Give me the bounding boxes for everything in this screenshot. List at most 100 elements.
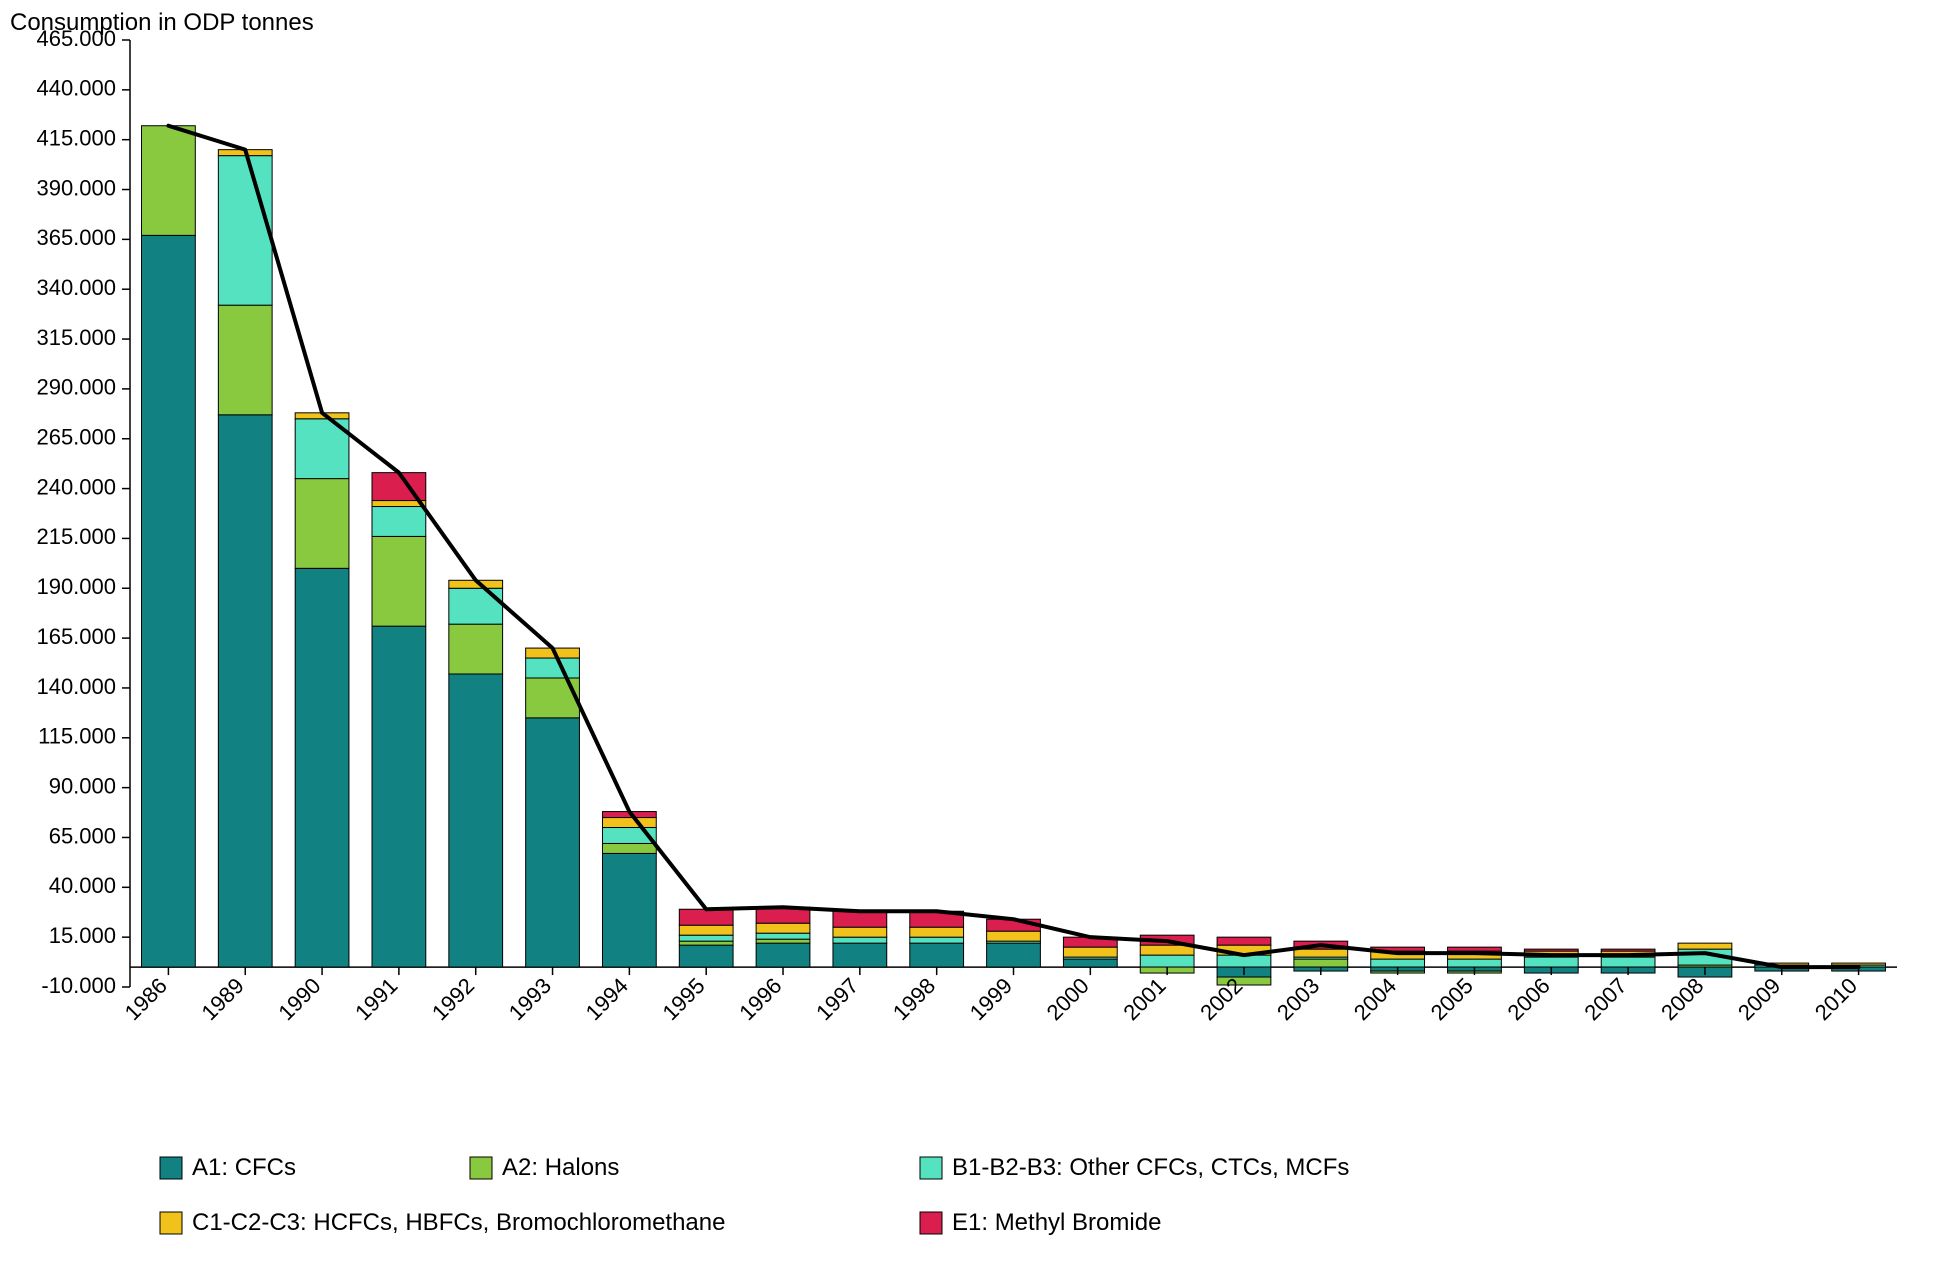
bar-b	[372, 507, 426, 537]
bar-b	[1371, 959, 1425, 967]
bar-b	[756, 933, 810, 939]
bar-c	[1678, 943, 1732, 949]
bar-c	[1140, 945, 1194, 955]
legend-label-e1: E1: Methyl Bromide	[952, 1209, 1161, 1236]
bar-c	[1063, 947, 1117, 957]
bar-a1	[910, 943, 964, 967]
y-tick-label: 340.000	[36, 275, 116, 300]
bar-a1	[526, 718, 580, 967]
odp-consumption-chart: Consumption in ODP tonnes-10.00015.00040…	[0, 0, 1937, 1267]
bar-a2	[372, 536, 426, 626]
y-tick-label: 65.000	[49, 823, 116, 848]
bar-a1	[756, 943, 810, 967]
bar-c	[679, 925, 733, 935]
bar-a1	[833, 943, 887, 967]
bar-e1	[1448, 947, 1502, 951]
y-tick-label: 115.000	[38, 724, 116, 749]
x-tick-label: 2005	[1426, 973, 1478, 1025]
x-tick-label: 2004	[1349, 973, 1401, 1025]
bar-b	[218, 156, 272, 306]
bar-a2	[756, 939, 810, 943]
bar-a1	[987, 943, 1041, 967]
legend-swatch-c	[160, 1212, 182, 1234]
legend-label-a1: A1: CFCs	[192, 1154, 296, 1181]
bar-c	[910, 927, 964, 937]
bar-c	[756, 923, 810, 933]
bar-b	[1524, 957, 1578, 967]
bar-a2	[142, 126, 196, 236]
x-tick-label: 1993	[504, 973, 556, 1025]
y-tick-label: 465.000	[36, 26, 116, 51]
x-tick-label: 2006	[1503, 973, 1555, 1025]
y-tick-label: 440.000	[36, 76, 116, 101]
bar-b	[679, 935, 733, 941]
y-tick-label: 415.000	[36, 125, 116, 150]
bar-c	[987, 931, 1041, 941]
bar-c	[1832, 963, 1886, 965]
x-tick-label: 1995	[657, 973, 709, 1025]
y-tick-label: 140.000	[36, 674, 116, 699]
x-tick-label: 1991	[350, 973, 402, 1025]
y-tick-label: 390.000	[36, 175, 116, 200]
x-tick-label: 1996	[734, 973, 786, 1025]
y-tick-label: 240.000	[36, 474, 116, 499]
x-tick-label: 2009	[1733, 973, 1785, 1025]
bar-c	[833, 927, 887, 937]
bar-b	[833, 937, 887, 943]
bar-b	[449, 588, 503, 624]
bar-a1	[372, 626, 426, 967]
x-tick-label: 2003	[1272, 973, 1324, 1025]
bar-e1	[1217, 937, 1271, 945]
bar-a2	[679, 941, 733, 945]
y-tick-label: 90.000	[49, 773, 116, 798]
legend-swatch-b	[920, 1157, 942, 1179]
legend-label-c: C1-C2-C3: HCFCs, HBFCs, Bromochlorometha…	[192, 1209, 725, 1236]
bar-a1	[1063, 959, 1117, 967]
legend-swatch-e1	[920, 1212, 942, 1234]
bar-b	[1601, 957, 1655, 967]
bar-b	[910, 937, 964, 943]
bar-b	[1448, 959, 1502, 967]
bar-a1	[602, 853, 656, 967]
bar-a1	[449, 674, 503, 967]
y-tick-label: 40.000	[49, 873, 116, 898]
x-tick-label: 1989	[196, 973, 248, 1025]
y-tick-label: 290.000	[36, 375, 116, 400]
x-tick-label: 1992	[427, 973, 479, 1025]
bar-a1	[295, 568, 349, 967]
bar-a2	[449, 624, 503, 674]
y-tick-label: -10.000	[41, 973, 116, 998]
bar-e1	[833, 911, 887, 927]
y-tick-label: 215.000	[36, 524, 116, 549]
bar-a1	[218, 415, 272, 967]
bar-c	[1294, 949, 1348, 957]
legend-label-a2: A2: Halons	[502, 1154, 619, 1181]
y-tick-label: 190.000	[36, 574, 116, 599]
y-tick-label: 265.000	[36, 425, 116, 450]
bar-e1	[1524, 949, 1578, 951]
bar-a2	[218, 305, 272, 415]
legend-label-b: B1-B2-B3: Other CFCs, CTCs, MCFs	[952, 1154, 1349, 1181]
x-tick-label: 2000	[1042, 973, 1094, 1025]
x-tick-label: 2008	[1656, 973, 1708, 1025]
bar-a1	[142, 235, 196, 967]
y-tick-label: 365.000	[36, 225, 116, 250]
x-tick-label: 1997	[811, 973, 863, 1025]
x-tick-label: 1994	[581, 973, 633, 1025]
x-tick-label: 1998	[888, 973, 940, 1025]
legend-swatch-a1	[160, 1157, 182, 1179]
x-tick-label: 1986	[120, 973, 172, 1025]
bar-c	[602, 818, 656, 828]
x-tick-label: 2007	[1579, 973, 1631, 1025]
bar-b	[1140, 955, 1194, 967]
x-tick-label: 2010	[1810, 973, 1862, 1025]
bar-a2	[295, 479, 349, 569]
bar-e1	[679, 909, 733, 925]
bar-a2	[602, 843, 656, 853]
x-tick-label: 1990	[273, 973, 325, 1025]
y-tick-label: 15.000	[49, 923, 116, 948]
bar-e1	[1601, 949, 1655, 951]
x-tick-label: 1999	[965, 973, 1017, 1025]
y-tick-label: 315.000	[36, 325, 116, 350]
bar-a2	[1294, 959, 1348, 967]
